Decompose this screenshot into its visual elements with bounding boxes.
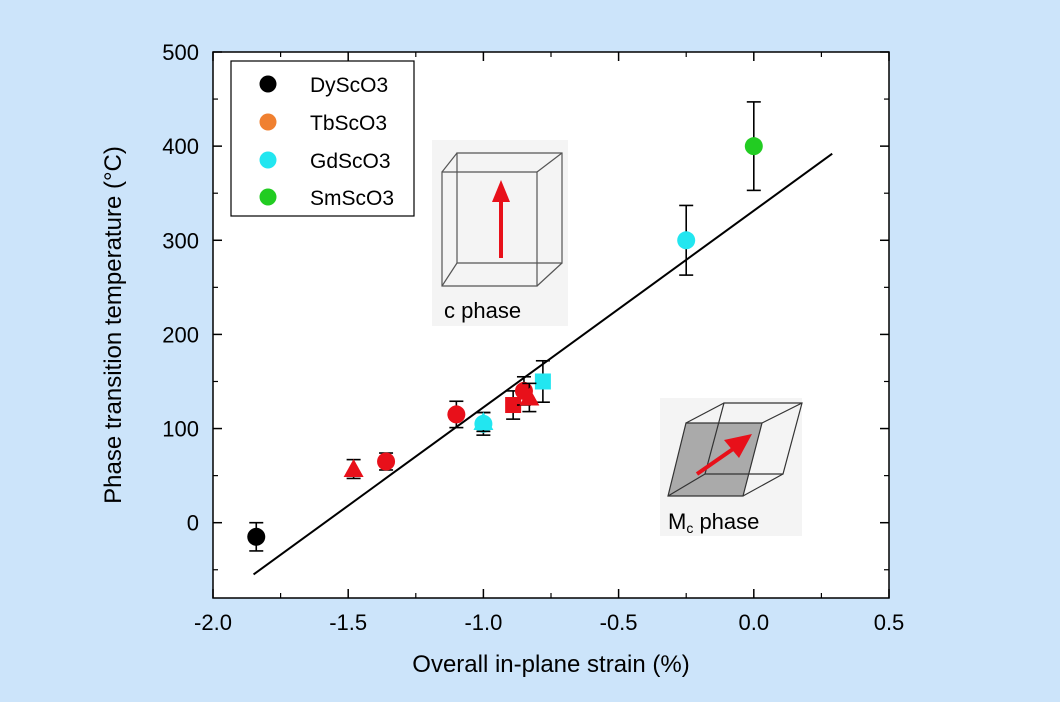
x-tick-label: -0.5 (600, 610, 638, 635)
x-axis-title: Overall in-plane strain (%) (412, 651, 689, 678)
y-tick-label: 500 (162, 40, 199, 65)
legend-marker-tbscO3 (259, 113, 277, 131)
legend: DyScO3 TbScO3 GdScO3 SmScO3 (230, 60, 415, 217)
legend-label-tbscO3: TbScO3 (310, 112, 387, 135)
x-tick-label: -2.0 (194, 610, 232, 635)
axes: -2.0 -1.5 -1.0 -0.5 0.0 0.5 0 100 200 300 400 500 (162, 40, 904, 635)
y-tick-label: 100 (162, 417, 199, 442)
data-point-square (505, 397, 522, 414)
legend-item-tbscO3: TbScO3 (259, 112, 387, 135)
y-tick-label: 200 (162, 322, 199, 347)
legend-item-gdscO3: GdScO3 (259, 150, 391, 173)
data-point-circle (247, 527, 266, 546)
data-point-circle (447, 405, 466, 424)
polarization-tilted-arrow (695, 434, 752, 476)
y-axis-title: Phase transition temperature (°C) (100, 146, 127, 504)
data-points (247, 101, 763, 552)
monoclinic-cell-diagram (667, 402, 803, 497)
x-tick-label: 0.0 (739, 610, 770, 635)
data-point-triangle (343, 459, 364, 478)
legend-marker-dyscO3 (259, 75, 277, 93)
x-tick-label: 0.5 (874, 610, 905, 635)
inset-mc-label: Mc phase (668, 509, 759, 536)
inset-c-label: c phase (444, 298, 521, 323)
data-point-square (534, 373, 551, 390)
inset-mc-phase: Mc phase (660, 398, 803, 536)
legend-label-gdscO3: GdScO3 (310, 150, 391, 173)
data-point-triangle (473, 411, 494, 430)
legend-label-smscO3: SmScO3 (310, 187, 394, 210)
plot-frame (212, 51, 890, 599)
legend-label-dyscO3: DyScO3 (310, 74, 388, 97)
legend-marker-smscO3 (259, 188, 277, 206)
x-tick-label: -1.0 (464, 610, 502, 635)
tetragonal-cell-diagram (441, 152, 563, 287)
legend-item-smscO3: SmScO3 (259, 187, 394, 210)
y-tick-label: 400 (162, 134, 199, 159)
inset-c-phase: c phase (432, 140, 568, 326)
data-point-circle (377, 452, 396, 471)
data-point-circle (744, 137, 763, 156)
polarization-up-arrow (492, 180, 510, 258)
legend-item-dyscO3: DyScO3 (259, 74, 388, 97)
data-point-triangle (519, 387, 540, 406)
y-tick-label: 300 (162, 228, 199, 253)
y-tick-label: 0 (187, 511, 199, 536)
data-point-circle (677, 231, 696, 250)
x-tick-label: -1.5 (329, 610, 367, 635)
legend-marker-gdscO3 (259, 151, 277, 169)
